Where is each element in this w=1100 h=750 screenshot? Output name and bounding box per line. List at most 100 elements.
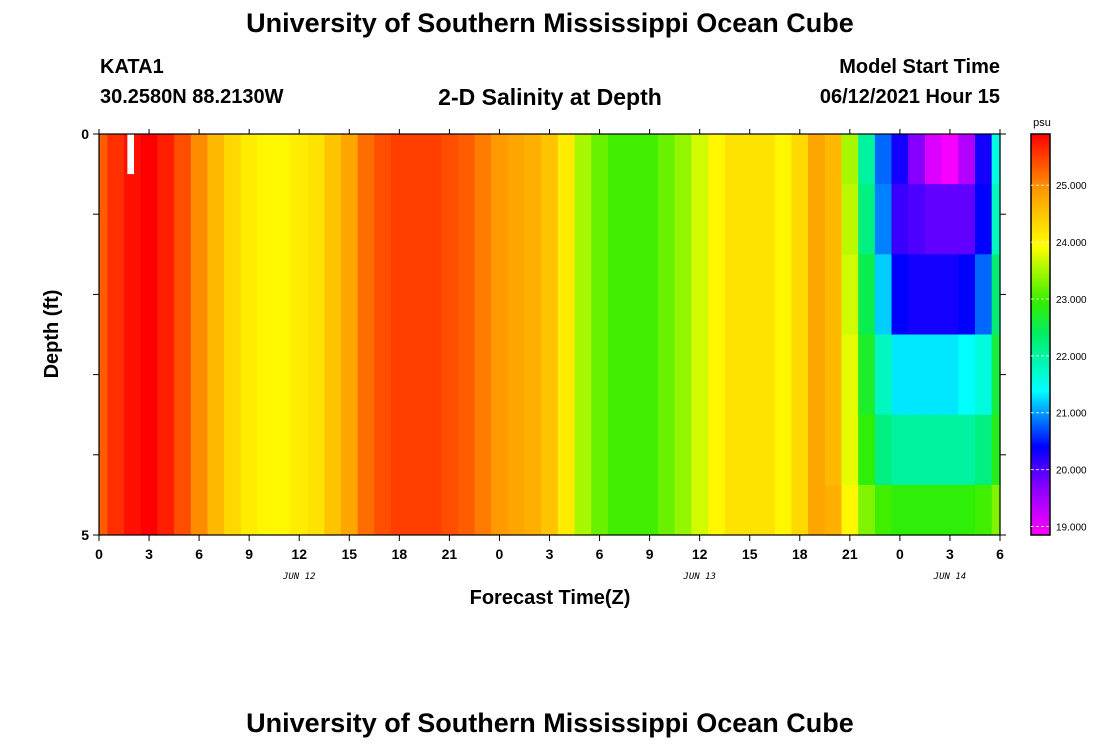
heatmap-cell: [474, 134, 492, 535]
heatmap-cell: [307, 134, 325, 535]
heatmap-cell: [891, 254, 909, 336]
missing-data-cell: [127, 134, 135, 175]
heatmap-cell: [841, 414, 859, 486]
heatmap-cell: [457, 134, 476, 535]
heatmap-cell: [908, 484, 926, 536]
heatmap-cell: [424, 134, 442, 535]
page-title: University of Southern Mississippi Ocean…: [246, 8, 854, 38]
heatmap-cell: [858, 184, 876, 255]
x-tick-label: 6: [596, 546, 604, 562]
heatmap-cell: [774, 134, 793, 535]
heatmap-cell: [841, 134, 859, 185]
heatmap-cell: [390, 134, 409, 535]
heatmap-cell: [524, 134, 542, 535]
heatmap-cell: [841, 254, 859, 336]
x-tick-label: 15: [341, 546, 357, 562]
y-axis-label: Depth (ft): [41, 290, 63, 379]
heatmap-cell: [941, 334, 959, 416]
x-tick-label: 6: [195, 546, 203, 562]
heatmap-cell: [941, 134, 959, 185]
heatmap-cell: [874, 484, 893, 536]
x-tick-label: 15: [742, 546, 758, 562]
heatmap-cell: [974, 414, 993, 486]
x-tick-label: 12: [692, 546, 708, 562]
heatmap-cell: [941, 414, 959, 486]
heatmap-cell: [574, 134, 592, 535]
colorbar-tick-label: 21.000: [1056, 409, 1087, 420]
x-tick-label: 9: [646, 546, 654, 562]
colorbar-gradient: [1030, 133, 1051, 536]
heatmap-cell: [991, 254, 1001, 336]
heatmap-cell: [874, 254, 893, 336]
heatmap-cell: [974, 484, 993, 536]
heatmap-cell: [858, 254, 876, 336]
heatmap-cell: [891, 184, 909, 255]
heatmap-cell: [624, 134, 642, 535]
y-tick-label: 5: [81, 527, 89, 543]
heatmap-cell: [924, 484, 943, 536]
heatmap-cell: [99, 134, 108, 535]
heatmap-cell: [924, 414, 943, 486]
heatmap-cell: [991, 184, 1001, 255]
date-label: JUN 12: [282, 572, 316, 582]
heatmap-cell: [324, 134, 342, 535]
heatmap-cell: [758, 134, 776, 535]
heatmap-cell: [157, 134, 175, 535]
heatmap-cell: [824, 184, 843, 255]
heatmap-cell: [240, 134, 259, 535]
x-tick-label: 0: [896, 546, 904, 562]
heatmap-cell: [941, 184, 959, 255]
heatmap-cell: [824, 484, 843, 536]
heatmap-cell: [174, 134, 192, 535]
x-tick-label: 0: [496, 546, 504, 562]
heatmap-cell: [224, 134, 242, 535]
date-label: JUN 14: [933, 572, 967, 582]
x-tick-label: 3: [946, 546, 954, 562]
heatmap-cell: [657, 134, 676, 535]
heatmap-cell: [858, 484, 876, 536]
heatmap-cell: [257, 134, 275, 535]
heatmap-cell: [791, 134, 809, 535]
heatmap-cell: [591, 134, 609, 535]
heatmap-cell: [207, 134, 225, 535]
heatmap-cell: [340, 134, 359, 535]
heatmap-cell: [991, 484, 1001, 536]
x-tick-label: 9: [245, 546, 253, 562]
heatmap-cell: [858, 414, 876, 486]
heatmap-cell: [908, 334, 926, 416]
x-axis-label: Forecast Time(Z): [470, 587, 631, 609]
x-tick-label: 21: [842, 546, 858, 562]
y-tick-label: 0: [81, 126, 89, 142]
colorbar-tick-label: 19.000: [1056, 522, 1087, 533]
heatmap-cell: [908, 254, 926, 336]
heatmap-cell: [824, 334, 843, 416]
footer-title: University of Southern Mississippi Ocean…: [246, 708, 854, 738]
heatmap-cell: [908, 414, 926, 486]
colorbar-tick-label: 25.000: [1056, 181, 1087, 192]
x-tick-label: 3: [145, 546, 153, 562]
heatmap-cell: [974, 134, 993, 185]
heatmap-cell: [958, 334, 976, 416]
heatmap-cell: [140, 134, 158, 535]
heatmap-cell: [891, 414, 909, 486]
station-coordinates: 30.2580N 88.2130W: [100, 86, 284, 108]
x-tick-label: 12: [291, 546, 307, 562]
heatmap-cell: [874, 134, 893, 185]
heatmap-cell: [974, 334, 993, 416]
heatmap-cell: [357, 134, 375, 535]
x-tick-label: 6: [996, 546, 1004, 562]
heatmap-cell: [724, 134, 742, 535]
model-start-label: Model Start Time: [839, 56, 1000, 78]
heatmap-cell: [124, 134, 142, 535]
heatmap-cell: [991, 414, 1001, 486]
heatmap-cell: [708, 134, 726, 535]
heatmap-cell: [924, 184, 943, 255]
colorbar-tick-label: 23.000: [1056, 295, 1087, 306]
heatmap-cell: [891, 484, 909, 536]
heatmap-cell: [974, 254, 993, 336]
heatmap-cell: [941, 484, 959, 536]
heatmap-cell: [674, 134, 692, 535]
heatmap-cell: [874, 414, 893, 486]
x-tick-label: 18: [392, 546, 408, 562]
